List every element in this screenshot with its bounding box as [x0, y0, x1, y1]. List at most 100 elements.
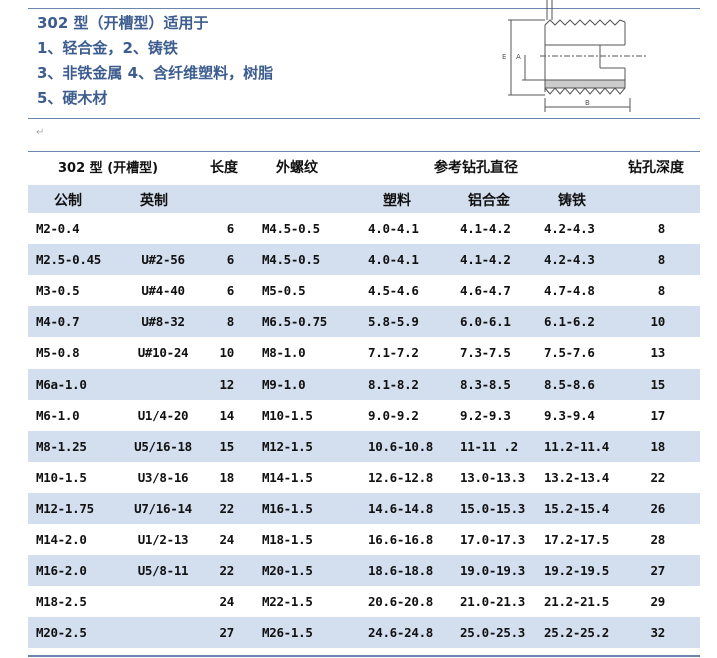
cell-aluminum: 11-11 .2	[460, 438, 518, 454]
cell-metric: M6a-1.0	[36, 376, 87, 392]
cell-thread: M10-1.5	[262, 407, 313, 423]
header-iron: 铸铁	[558, 193, 586, 209]
cell-imperial: U1/2-13	[137, 532, 189, 547]
cell-aluminum: 21.0-21.3	[460, 594, 526, 610]
cell-plastic: 5.8-5.9	[368, 314, 419, 330]
cell-aluminum: 17.0-17.3	[460, 532, 526, 547]
cell-depth: 18	[650, 438, 666, 454]
cell-aluminum: 4.1-4.2	[460, 252, 511, 268]
table-row: M18-2.5 24 M22-1.5 20.6-20.8 21.0-21.3 21.2-2…	[28, 586, 700, 617]
cell-imperial: U5/8-11	[137, 563, 189, 579]
cell-depth: 13	[650, 345, 666, 361]
subheader-row: 公制 英制 塑料 铝合金 铸铁	[28, 185, 700, 213]
cell-aluminum: 9.2-9.3	[460, 407, 511, 423]
cell-depth: 27	[650, 563, 666, 579]
header-type: 302 型 (开槽型)	[58, 161, 159, 176]
cell-plastic: 16.6-16.8	[368, 532, 434, 547]
cell-thread: M9-1.0	[262, 376, 306, 392]
cell-imperial: U7/16-14	[134, 500, 192, 516]
cell-length: 22	[219, 500, 235, 516]
cell-plastic: 9.0-9.2	[368, 407, 419, 423]
cell-thread: M6.5-0.75	[262, 314, 328, 330]
top-rule	[28, 8, 700, 9]
cell-depth: 32	[650, 625, 666, 641]
cell-imperial: U#10-24	[137, 345, 189, 361]
cell-length: 10	[219, 345, 235, 361]
cell-metric: M4-0.7	[36, 314, 80, 330]
cell-metric: M14-2.0	[36, 532, 87, 547]
table-bottom-rule	[28, 655, 700, 657]
cell-iron: 6.1-6.2	[544, 314, 595, 330]
table-row: M5-0.8 U#10-24 10 M8-1.0 7.1-7.2 7.3-7.5 7.5-7…	[28, 337, 700, 368]
table-row: M14-2.0 U1/2-13 24 M18-1.5 16.6-16.8 17.0-17.…	[28, 524, 700, 555]
cell-plastic: 24.6-24.8	[368, 625, 434, 641]
cell-plastic: 8.1-8.2	[368, 376, 419, 392]
cell-iron: 4.2-4.3	[544, 252, 595, 268]
cell-iron: 21.2-21.5	[544, 594, 610, 610]
header-plastic: 塑料	[383, 193, 411, 209]
paragraph-mark: ↵	[36, 127, 45, 138]
table-row: M10-1.5 U3/8-16 18 M14-1.5 12.6-12.8 13.0-13.…	[28, 462, 700, 493]
cell-length: 27	[219, 625, 235, 641]
cell-aluminum: 4.6-4.7	[460, 283, 511, 299]
table-row: M3-0.5 U#4-40 6 M5-0.5 4.5-4.6 4.6-4.7 4.7-4.8…	[28, 275, 700, 306]
cell-aluminum: 6.0-6.1	[460, 314, 511, 330]
cell-aluminum: 4.1-4.2	[460, 221, 511, 236]
intro-line: 5、硬木材	[37, 89, 108, 107]
header-metric: 公制	[54, 193, 82, 209]
cell-depth: 8	[657, 283, 666, 299]
cell-iron: 7.5-7.6	[544, 345, 595, 361]
diagram-label-a: A	[516, 53, 521, 61]
table-top-rule	[28, 151, 700, 152]
cell-length: 24	[219, 594, 235, 610]
cell-length: 6	[226, 283, 235, 299]
cell-metric: M8-1.25	[36, 438, 87, 454]
header-aluminum: 铝合金	[468, 193, 510, 209]
table-row: M4-0.7 U#8-32 8 M6.5-0.75 5.8-5.9 6.0-6.1 6.1-…	[28, 306, 700, 338]
cell-iron: 13.2-13.4	[544, 469, 610, 485]
cell-depth: 15	[650, 376, 666, 392]
cell-metric: M6-1.0	[36, 407, 80, 423]
table-row: M2.5-0.45 U#2-56 6 M4.5-0.5 4.0-4.1 4.1-4.2 4.…	[28, 244, 700, 276]
cell-iron: 25.2-25.2	[544, 625, 610, 641]
cell-depth: 10	[650, 314, 666, 330]
cell-aluminum: 7.3-7.5	[460, 345, 511, 361]
cell-depth: 29	[650, 594, 666, 610]
cell-length: 14	[219, 407, 235, 423]
cell-depth: 22	[650, 469, 666, 485]
cell-plastic: 4.0-4.1	[368, 221, 419, 236]
intro-line: 302 型（开槽型）适用于	[37, 14, 209, 32]
cell-aluminum: 13.0-13.3	[460, 469, 526, 485]
cell-thread: M22-1.5	[262, 594, 313, 610]
cell-aluminum: 19.0-19.3	[460, 563, 526, 579]
table-row: M20-2.5 27 M26-1.5 24.6-24.8 25.0-25.3 25.2-2…	[28, 617, 700, 649]
cell-iron: 4.2-4.3	[544, 221, 595, 236]
cell-imperial: U3/8-16	[137, 469, 189, 485]
cell-thread: M18-1.5	[262, 532, 313, 547]
cell-plastic: 12.6-12.8	[368, 469, 434, 485]
header-drill-diameter: 参考钻孔直径	[434, 160, 518, 176]
cell-plastic: 7.1-7.2	[368, 345, 419, 361]
cell-thread: M4.5-0.5	[262, 221, 320, 236]
table-row: M6-1.0 U1/4-20 14 M10-1.5 9.0-9.2 9.2-9.3 9.3-…	[28, 400, 700, 431]
cell-depth: 26	[650, 500, 666, 516]
cell-metric: M12-1.75	[36, 500, 94, 516]
cell-length: 24	[219, 532, 235, 547]
cell-metric: M18-2.5	[36, 594, 87, 610]
cell-plastic: 10.6-10.8	[368, 438, 434, 454]
cell-imperial: U#8-32	[141, 314, 185, 330]
cell-length: 12	[219, 376, 235, 392]
cell-metric: M2-0.4	[36, 221, 80, 236]
header-length: 长度	[210, 160, 238, 176]
cell-length: 6	[226, 221, 235, 236]
cell-iron: 19.2-19.5	[544, 563, 610, 579]
cell-metric: M10-1.5	[36, 469, 87, 485]
cell-depth: 8	[657, 221, 666, 236]
cell-thread: M5-0.5	[262, 283, 306, 299]
cell-imperial: U5/16-18	[134, 438, 192, 454]
cell-depth: 8	[657, 252, 666, 268]
cell-length: 8	[226, 314, 235, 330]
cell-aluminum: 25.0-25.3	[460, 625, 526, 641]
cell-plastic: 20.6-20.8	[368, 594, 434, 610]
insert-diagram: E A B	[502, 0, 648, 112]
